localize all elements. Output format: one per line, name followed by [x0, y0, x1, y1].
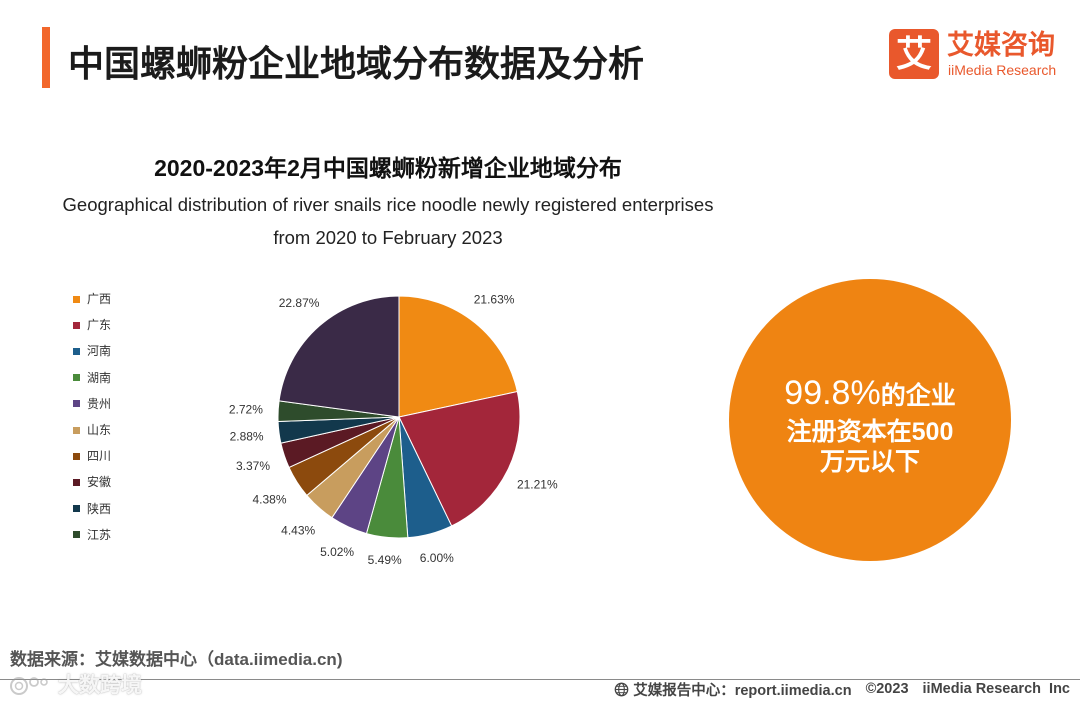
- legend-item-jiangsu: 江苏: [73, 522, 153, 548]
- chart-legend: 广西广东河南湖南贵州山东四川安徽陕西江苏: [73, 286, 153, 548]
- report-center-link[interactable]: 艾媒报告中心：report.iimedia.cn: [633, 682, 852, 699]
- callout-line-1-rest: 的企业: [880, 382, 956, 410]
- legend-label-shandong: 山东: [87, 423, 112, 438]
- page-title: 中国螺蛳粉企业地域分布数据及分析: [68, 43, 645, 84]
- footer-divider: [0, 679, 1080, 680]
- callout-line-1: 99.8%的企业: [729, 374, 1011, 412]
- pie-slice-guangxi: [398, 295, 518, 418]
- legend-label-shaanxi: 陕西: [87, 501, 112, 516]
- pie-slice-unlabeled: [278, 295, 400, 418]
- legend-item-guangxi: 广西: [73, 286, 153, 312]
- pie-slices: [277, 295, 521, 539]
- legend-label-anhui: 安徽: [87, 475, 112, 490]
- footer-credits: 艾媒报告中心：report.iimedia.cn ©2023 iiMedia R…: [614, 680, 1070, 699]
- data-label-guizhou: 5.02%: [320, 545, 354, 559]
- legend-swatch-guangdong: [73, 321, 80, 329]
- legend-swatch-shaanxi: [73, 505, 80, 513]
- data-label-shaanxi: 2.88%: [230, 430, 264, 444]
- data-label-guangxi: 21.63%: [474, 292, 515, 306]
- globe-icon: [614, 682, 629, 696]
- pie-data-labels: 21.63% 21.21% 6.00% 5.49% 5.02% 4.43% 4.38% 3.3…: [229, 292, 558, 567]
- brand-name-en: iiMedia Research: [948, 62, 1057, 78]
- legend-label-guizhou: 贵州: [87, 396, 112, 411]
- callout-line-3: 万元以下: [819, 448, 920, 476]
- data-label-guangdong: 21.21%: [517, 478, 558, 492]
- company-name: iiMedia Research Inc: [922, 681, 1070, 697]
- chart-subtitle-line-2: from 2020 to February 2023: [273, 227, 503, 248]
- callout-highlight: 99.8%: [784, 374, 881, 412]
- legend-label-hunan: 湖南: [87, 370, 112, 385]
- data-label-sichuan: 4.38%: [252, 493, 286, 507]
- legend-item-anhui: 安徽: [73, 469, 153, 495]
- legend-swatch-guizhou: [73, 400, 80, 408]
- legend-label-guangdong: 广东: [87, 318, 112, 333]
- pie-slice-guangdong: [398, 390, 521, 527]
- data-label-shandong: 4.43%: [281, 523, 315, 537]
- brand-logo-mark: 艾: [889, 29, 939, 79]
- legend-swatch-hunan: [73, 374, 80, 382]
- watermark: 大数跨境: [8, 673, 142, 699]
- legend-label-jiangsu: 江苏: [87, 527, 112, 542]
- callout-circle: 99.8%的企业 注册资本在500 万元以下: [729, 279, 1011, 561]
- brand-name-cn: 艾媒咨询: [947, 30, 1055, 60]
- data-label-anhui: 3.37%: [236, 459, 270, 473]
- copyright: ©2023: [865, 681, 909, 697]
- legend-item-sichuan: 四川: [73, 443, 153, 469]
- watermark-text: 大数跨境: [58, 674, 142, 697]
- data-source: 数据来源：艾媒数据中心（data.iimedia.cn): [10, 650, 343, 669]
- watermark-logo-icon: [10, 677, 48, 695]
- legend-item-shandong: 山东: [73, 417, 153, 443]
- legend-swatch-guangxi: [73, 295, 80, 303]
- legend-item-guangdong: 广东: [73, 312, 153, 338]
- legend-label-guangxi: 广西: [87, 292, 112, 307]
- legend-item-henan: 河南: [73, 338, 153, 364]
- data-label-henan: 6.00%: [420, 551, 454, 565]
- legend-swatch-sichuan: [73, 452, 80, 460]
- data-label-unlabeled: 22.87%: [279, 296, 320, 310]
- callout-line-2: 注册资本在500: [786, 418, 954, 446]
- legend-swatch-shandong: [73, 426, 80, 434]
- data-label-hunan: 5.49%: [368, 553, 402, 567]
- chart-subtitle-line-1: Geographical distribution of river snail…: [62, 194, 714, 215]
- pie-chart: 21.63% 21.21% 6.00% 5.49% 5.02% 4.43% 4.38% 3.3…: [229, 292, 558, 567]
- data-label-jiangsu: 2.72%: [229, 403, 263, 417]
- legend-item-hunan: 湖南: [73, 365, 153, 391]
- title-accent-bar: [42, 27, 50, 88]
- legend-item-guizhou: 贵州: [73, 391, 153, 417]
- legend-swatch-henan: [73, 347, 80, 355]
- legend-item-shaanxi: 陕西: [73, 496, 153, 522]
- chart-title: 2020-2023年2月中国螺蛳粉新增企业地域分布: [154, 155, 622, 181]
- legend-swatch-anhui: [73, 478, 80, 486]
- legend-label-sichuan: 四川: [87, 449, 112, 464]
- legend-label-henan: 河南: [87, 344, 112, 359]
- chart-subtitle: Geographical distribution of river snail…: [30, 188, 746, 254]
- legend-swatch-jiangsu: [73, 531, 80, 539]
